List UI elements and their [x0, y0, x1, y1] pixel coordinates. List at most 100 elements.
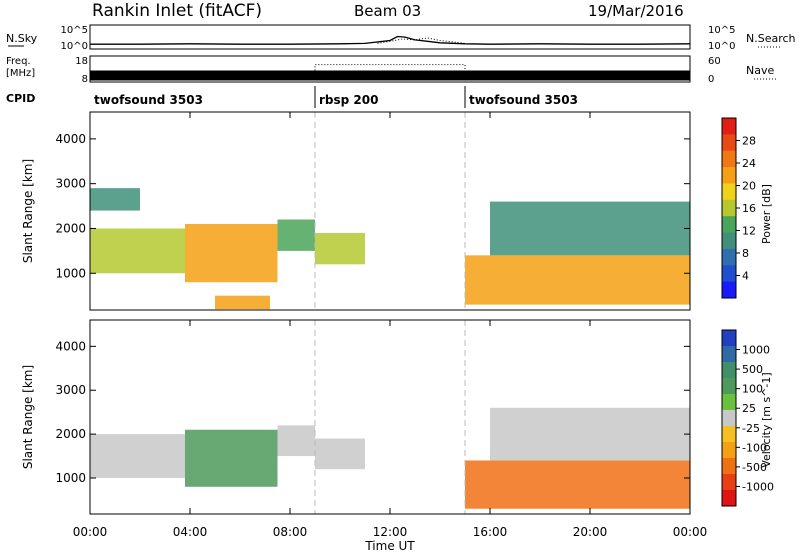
velocity-cbar-swatch-5: [722, 410, 736, 427]
power-panel: 1000 2000 3000 4000 Slant Range [km]: [21, 111, 691, 311]
power-colorbar-label: Power [dB]: [760, 184, 773, 244]
power-cbar-tick-label-3: 16: [742, 202, 756, 215]
power-cbar-swatch-0: [722, 118, 736, 135]
noise-right-tick-top: 10^5: [708, 25, 735, 36]
date-title: 19/Mar/2016: [588, 2, 684, 20]
velocity-region-0: [90, 434, 185, 479]
power-cbar-tick-label-0: 28: [742, 135, 756, 148]
velocity-region-1: [185, 429, 278, 487]
velocity-range-tick-label-3: 4000: [55, 339, 86, 353]
velocity-range-tick-label-2: 3000: [55, 383, 86, 397]
nsky-series: [90, 35, 691, 45]
velocity-cbar-tick-label-6: -500: [742, 461, 767, 474]
power-region-3: [277, 219, 315, 251]
power-cbar-tick-label-2: 20: [742, 180, 756, 193]
power-cbar-swatch-6: [722, 216, 736, 234]
power-colorbar: 28 24 20 16 12 8 4 Power [dB]: [721, 117, 773, 299]
power-range-tick-label-2: 3000: [55, 177, 86, 191]
freq-right-tick-top: 60: [708, 56, 721, 67]
power-cbar-tick-label-5: 8: [742, 247, 749, 260]
velocity-cbar-swatch-6: [722, 426, 736, 443]
velocity-range-tick-label-1: 2000: [55, 427, 86, 441]
power-cbar-swatch-9: [722, 265, 736, 283]
time-tick-label-3: 12:00: [373, 525, 408, 539]
time-axis-label: Time UT: [364, 539, 415, 553]
nsky-label: N.Sky: [6, 32, 38, 45]
power-region-5: [465, 255, 690, 305]
power-cbar-tick-label-6: 4: [742, 270, 749, 283]
freq-panel: Freq. [MHz] Nave 18 8 60 0: [6, 55, 778, 85]
noise-left-tick-top: 10^5: [61, 25, 88, 36]
velocity-region-3: [315, 438, 365, 470]
cpid-label-1: rbsp 200: [319, 93, 378, 107]
velocity-panel: 1000 2000 3000 4000 Slant Range [km]: [21, 319, 691, 515]
velocity-cbar-swatch-0: [722, 330, 736, 347]
time-axis: 00:00 04:00 08:00 12:00 16:00 20:00 00:00: [73, 112, 708, 539]
power-cbar-swatch-7: [722, 232, 736, 250]
cpid-label-2: twofsound 3503: [469, 93, 578, 107]
noise-panel: N.Sky N.Search 10^5 10^0 10^5 10^0: [6, 24, 796, 52]
velocity-colorbar: 1000 500 100 25 -25 -100 -500 -1000 Velocity [m…: [721, 329, 774, 507]
power-cbar-tick-label-4: 12: [742, 225, 756, 238]
time-tick-label-2: 08:00: [273, 525, 308, 539]
freq-band: [90, 70, 315, 81]
power-range-tick-label-1: 2000: [55, 221, 86, 235]
nsearch-label: N.Search: [746, 32, 796, 45]
noise-right-tick-bottom: 10^0: [708, 41, 735, 52]
cpid-panel: CPID twofsound 3503 rbsp 200 twofsound 350…: [6, 86, 578, 108]
nave-label: Nave: [746, 64, 774, 77]
time-tick-label-4: 16:00: [473, 525, 508, 539]
power-region-7: [90, 188, 140, 211]
velocity-cbar-swatch-1: [722, 346, 736, 363]
power-cbar-swatch-4: [722, 183, 736, 201]
noise-panel-frame: [89, 24, 691, 50]
power-cbar-swatch-2: [722, 150, 736, 168]
station-title: Rankin Inlet (fitACF): [92, 1, 262, 21]
velocity-cbar-swatch-10: [722, 490, 736, 507]
power-region-2: [215, 295, 270, 310]
velocity-cbar-swatch-2: [722, 362, 736, 379]
velocity-cbar-swatch-7: [722, 442, 736, 459]
power-region-0: [90, 228, 185, 274]
freq-label: Freq.: [6, 56, 31, 67]
velocity-region-2: [277, 425, 315, 457]
power-cbar-tick-label-1: 24: [742, 157, 756, 170]
velocity-cbar-swatch-3: [722, 378, 736, 395]
velocity-cbar-swatch-4: [722, 394, 736, 411]
velocity-cbar-tick-label-2: 100: [742, 383, 763, 396]
velocity-cbar-tick-label-4: -25: [742, 422, 760, 435]
time-tick-label-6: 00:00: [673, 525, 708, 539]
velocity-cbar-tick-label-5: -100: [742, 441, 767, 454]
velocity-cbar-swatch-8: [722, 458, 736, 475]
velocity-cbar-tick-label-0: 1000: [742, 344, 770, 357]
noise-left-tick-bottom: 10^0: [61, 41, 88, 52]
freq-right-tick-bottom: 0: [708, 74, 714, 85]
power-region-1: [185, 223, 278, 283]
velocity-range-axis-label: Slant Range [km]: [21, 365, 35, 469]
velocity-cbar-frame: [721, 329, 737, 507]
power-cbar-swatch-10: [722, 281, 736, 299]
power-range-tick-label-3: 4000: [55, 132, 86, 146]
velocity-cbar-tick-label-7: -1000: [742, 480, 774, 493]
velocity-range-tick-label-0: 1000: [55, 471, 86, 485]
time-tick-label-5: 20:00: [573, 525, 608, 539]
power-cbar-swatch-5: [722, 199, 736, 217]
freq-left-tick-top: 18: [75, 56, 88, 67]
cpid-label-0: twofsound 3503: [94, 93, 203, 107]
power-cbar-swatch-1: [722, 134, 736, 152]
power-cbar-swatch-8: [722, 248, 736, 266]
cpid-label: CPID: [6, 92, 35, 105]
time-tick-label-1: 04:00: [173, 525, 208, 539]
velocity-colorbar-label: Velocity [m s^-1]: [760, 372, 773, 467]
power-cbar-swatch-3: [722, 167, 736, 184]
power-region-6: [490, 201, 690, 256]
velocity-cbar-swatch-9: [722, 474, 736, 491]
freq-left-tick-bottom: 8: [82, 74, 88, 85]
freq-panel-frame: [89, 55, 691, 83]
beam-title: Beam 03: [354, 2, 421, 20]
velocity-region-4: [465, 460, 690, 509]
power-region-4: [315, 232, 365, 265]
power-range-axis-label: Slant Range [km]: [21, 159, 35, 263]
freq-band: [465, 70, 690, 81]
